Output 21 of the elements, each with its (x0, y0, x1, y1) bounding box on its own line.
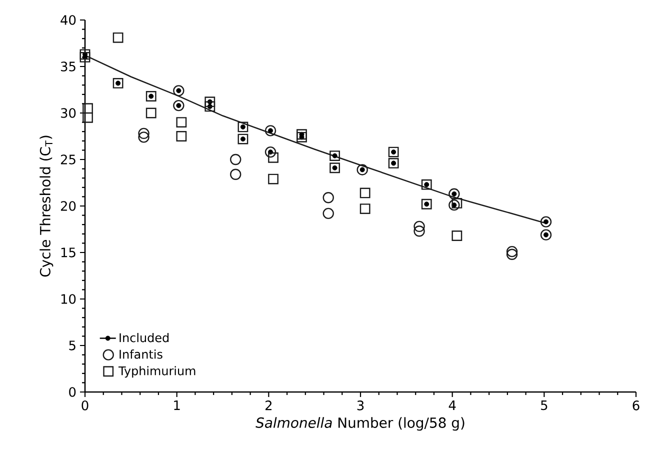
y-tick-label: 20 (60, 201, 76, 211)
x-tick-label: 6 (632, 400, 640, 410)
y-tick-label: 30 (60, 108, 76, 118)
legend-label: Infantis (120, 350, 162, 359)
y-tick-label: 10 (61, 294, 76, 304)
y-tick-label: 15 (61, 248, 76, 258)
x-tick-label: 0 (82, 400, 88, 410)
y-tick-label: 5 (69, 340, 76, 350)
y-tick-label: 25 (60, 154, 76, 164)
x-tick-label: 5 (541, 400, 548, 410)
y-tick-label: 0 (69, 387, 76, 397)
y-axis-title: Cycle Threshold (C$_{T}$) (40, 136, 54, 277)
x-tick-label: 3 (357, 400, 364, 410)
y-tick-label: 40 (60, 15, 76, 25)
legend-label: Typhimurium (118, 366, 196, 378)
y-tick-label: 35 (60, 62, 76, 72)
x-tick-label: 2 (266, 400, 272, 410)
x-tick-label: 1 (174, 400, 180, 410)
x-tick-label: 4 (448, 400, 456, 410)
legend-label: Included (120, 332, 169, 342)
x-axis-title: Salmonella Number (log/58 g) (256, 417, 464, 431)
